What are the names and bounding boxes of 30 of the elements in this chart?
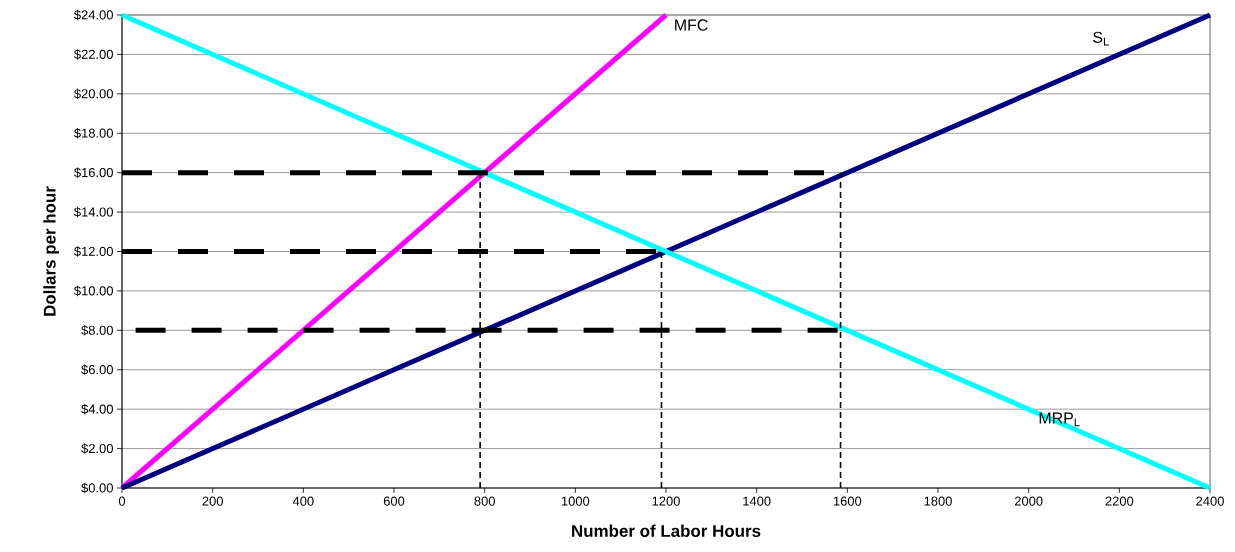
x-tick-label: 1000 xyxy=(561,496,590,506)
series-label: S$_{L}$ xyxy=(1093,31,1109,46)
y-tick-label: $8.00 xyxy=(81,325,113,336)
y-axis-title: Dollars per hour xyxy=(43,186,60,316)
y-tick-label: $12.00 xyxy=(74,246,113,257)
x-tick-label: 0 xyxy=(118,496,126,506)
x-tick-label: 1400 xyxy=(743,496,771,506)
y-tick-label: $22.00 xyxy=(74,49,113,60)
x-tick-label: 600 xyxy=(383,496,405,506)
y-tick-label: $16.00 xyxy=(74,167,113,178)
y-tick-label: $24.00 xyxy=(74,9,113,21)
x-tick-label: 2200 xyxy=(1105,496,1134,506)
x-tick-label: 2400 xyxy=(1196,496,1224,506)
y-tick-label: $6.00 xyxy=(81,364,113,375)
y-tick-label: $10.00 xyxy=(74,285,113,297)
y-tick-label: $0.00 xyxy=(81,482,113,494)
series-label: MFC xyxy=(675,19,708,31)
x-axis-title: Number of Labor Hours xyxy=(572,524,761,537)
x-tick-label: 1200 xyxy=(652,496,680,506)
x-tick-label: 2000 xyxy=(1014,496,1043,506)
y-tick-label: $20.00 xyxy=(74,88,113,100)
y-tick-label: $14.00 xyxy=(74,206,113,218)
y-tick-label: $4.00 xyxy=(81,403,113,415)
y-tick-label: $2.00 xyxy=(81,443,113,454)
x-tick-label: 800 xyxy=(474,496,495,506)
x-tick-label: 200 xyxy=(202,496,223,506)
y-tick-label: $18.00 xyxy=(74,128,113,139)
x-tick-label: 1600 xyxy=(833,496,862,506)
x-tick-label: 1800 xyxy=(924,496,952,506)
x-tick-label: 400 xyxy=(292,496,314,506)
